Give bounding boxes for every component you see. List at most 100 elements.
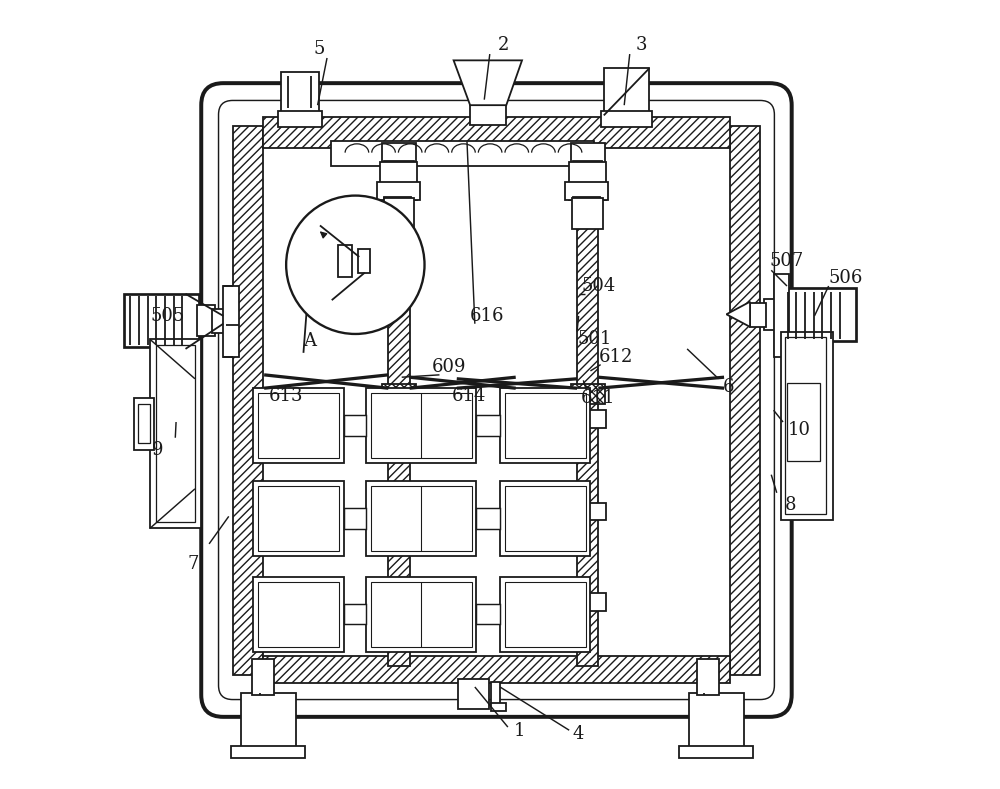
Circle shape (286, 196, 425, 334)
Bar (225, 316, 233, 335)
Text: 609: 609 (432, 358, 466, 376)
Bar (124, 294, 199, 347)
Bar (774, 275, 789, 357)
Bar (505, 393, 586, 458)
Bar (197, 305, 215, 336)
Bar (571, 143, 605, 163)
Bar (156, 345, 195, 522)
Bar (253, 577, 344, 652)
Bar (253, 388, 344, 463)
Bar (344, 508, 366, 529)
Bar (572, 198, 603, 230)
Text: 3: 3 (636, 36, 647, 54)
Bar (258, 393, 339, 458)
Bar (338, 245, 352, 277)
Bar (476, 415, 500, 436)
Bar (253, 481, 344, 555)
Bar (281, 72, 319, 115)
Bar (689, 694, 744, 752)
Bar (500, 577, 590, 652)
Bar (241, 694, 296, 752)
Text: 613: 613 (269, 387, 303, 405)
Bar (384, 161, 414, 172)
Bar (278, 111, 322, 127)
Bar (505, 486, 586, 551)
Text: 501: 501 (577, 331, 612, 349)
Bar (382, 384, 416, 404)
Bar (371, 581, 472, 647)
Bar (233, 126, 263, 675)
Bar (212, 308, 226, 333)
Bar (601, 111, 652, 127)
Bar (505, 581, 586, 647)
Bar (382, 143, 416, 163)
Bar (258, 486, 339, 551)
Bar (380, 593, 417, 611)
Bar (331, 141, 594, 166)
Text: 8: 8 (785, 495, 797, 514)
Bar (750, 302, 766, 327)
Text: 504: 504 (581, 277, 615, 295)
Bar (366, 481, 476, 555)
Bar (781, 287, 856, 341)
Text: 10: 10 (787, 421, 810, 439)
Bar (491, 703, 506, 711)
Bar (571, 384, 605, 404)
Bar (384, 197, 411, 217)
Text: 5: 5 (313, 39, 325, 58)
Bar (358, 249, 370, 273)
Bar (569, 162, 606, 200)
Bar (573, 197, 600, 217)
Bar (371, 393, 472, 458)
Bar (377, 182, 420, 200)
Bar (371, 486, 472, 551)
Text: 614: 614 (451, 387, 486, 405)
Polygon shape (726, 301, 750, 327)
Text: 6: 6 (722, 378, 734, 395)
Bar (785, 337, 826, 514)
Bar (573, 161, 602, 172)
Bar (679, 746, 753, 757)
Bar (697, 660, 719, 695)
Bar (134, 398, 154, 450)
Bar (252, 660, 274, 695)
Text: 7: 7 (188, 555, 199, 573)
Bar (565, 182, 608, 200)
Bar (380, 162, 417, 200)
Bar (384, 198, 414, 230)
Text: 1: 1 (514, 722, 525, 740)
Bar (569, 503, 606, 520)
Bar (231, 746, 305, 757)
Bar (258, 581, 339, 647)
Bar (491, 682, 500, 706)
Bar (500, 388, 590, 463)
Bar (476, 508, 500, 529)
FancyBboxPatch shape (201, 83, 792, 717)
Polygon shape (454, 60, 522, 105)
Bar (476, 604, 500, 624)
Bar (150, 339, 201, 528)
Text: 506: 506 (829, 269, 863, 287)
Bar (366, 577, 476, 652)
Bar (263, 117, 730, 148)
Bar (380, 410, 417, 428)
Bar (380, 503, 417, 520)
Bar (577, 147, 598, 666)
Bar (344, 415, 366, 436)
Bar (569, 593, 606, 611)
Text: 4: 4 (573, 725, 584, 743)
Bar (344, 604, 366, 624)
Text: A: A (303, 332, 316, 350)
Bar (781, 331, 833, 520)
Bar (730, 126, 760, 675)
Bar (470, 103, 506, 125)
Bar (569, 410, 606, 428)
Text: 616: 616 (469, 307, 504, 325)
Text: 612: 612 (599, 348, 634, 366)
Bar (366, 388, 476, 463)
Text: 611: 611 (581, 390, 616, 407)
Bar (764, 298, 781, 330)
Bar (263, 656, 730, 683)
Bar (388, 147, 410, 666)
Bar (458, 679, 489, 709)
